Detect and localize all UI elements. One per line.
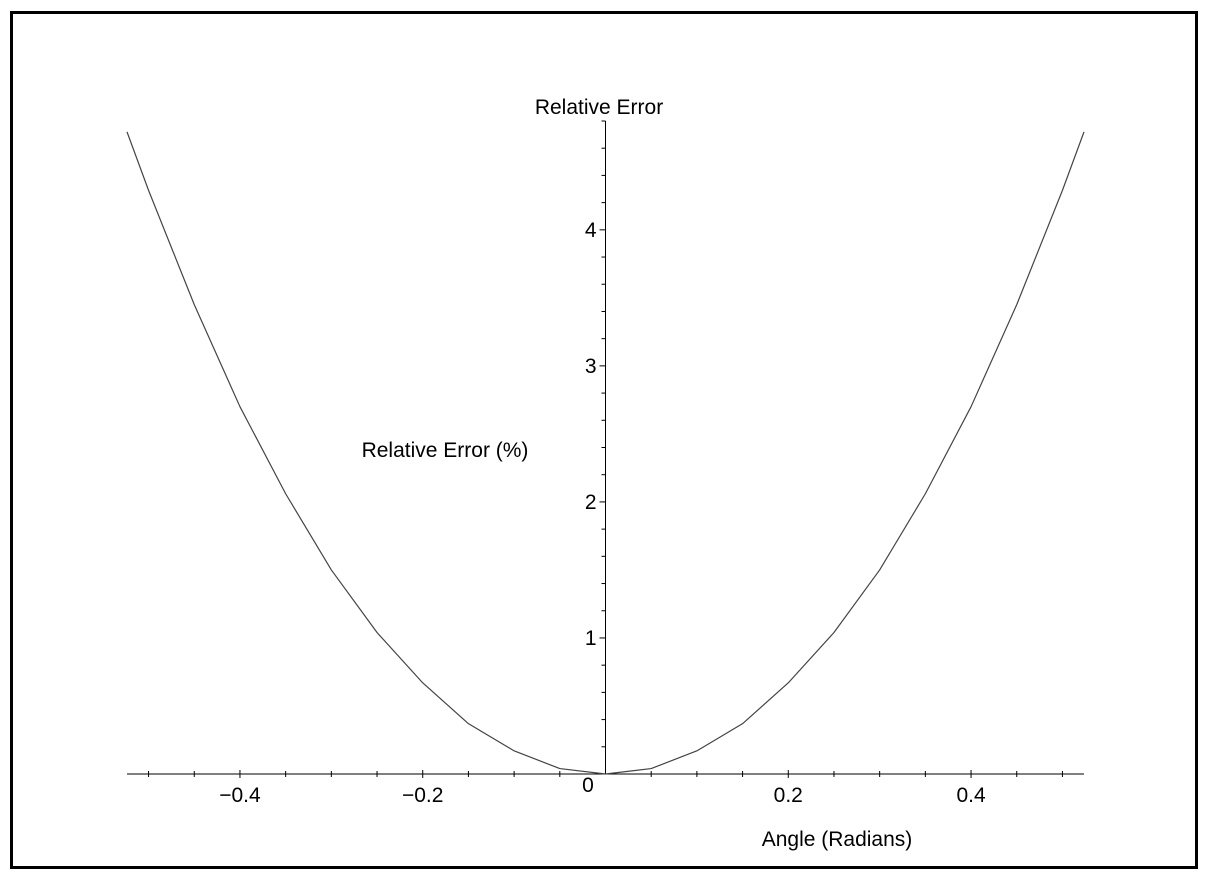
y-axis-label: Relative Error (%) xyxy=(362,439,529,462)
x-tick-label: −0.2 xyxy=(402,784,443,807)
plot-frame xyxy=(10,11,1198,869)
relative-error-curve xyxy=(126,131,1085,775)
x-tick-label: −0.4 xyxy=(219,784,261,807)
x-axis-label: Angle (Radians) xyxy=(762,828,913,851)
x-tick-label: 0.2 xyxy=(774,784,803,807)
origin-label: 0 xyxy=(582,774,594,797)
chart-title: Relative Error xyxy=(535,96,663,119)
y-tick-label: 3 xyxy=(585,355,597,378)
y-tick-label: 2 xyxy=(585,491,597,514)
y-tick-label: 1 xyxy=(585,627,597,650)
curves xyxy=(126,131,1085,775)
x-tick-label: 0.4 xyxy=(956,784,986,807)
axes: −0.4 −0.2 0.2 0.4 1 2 3 4 xyxy=(127,120,1084,807)
y-tick-label: 4 xyxy=(585,219,597,242)
